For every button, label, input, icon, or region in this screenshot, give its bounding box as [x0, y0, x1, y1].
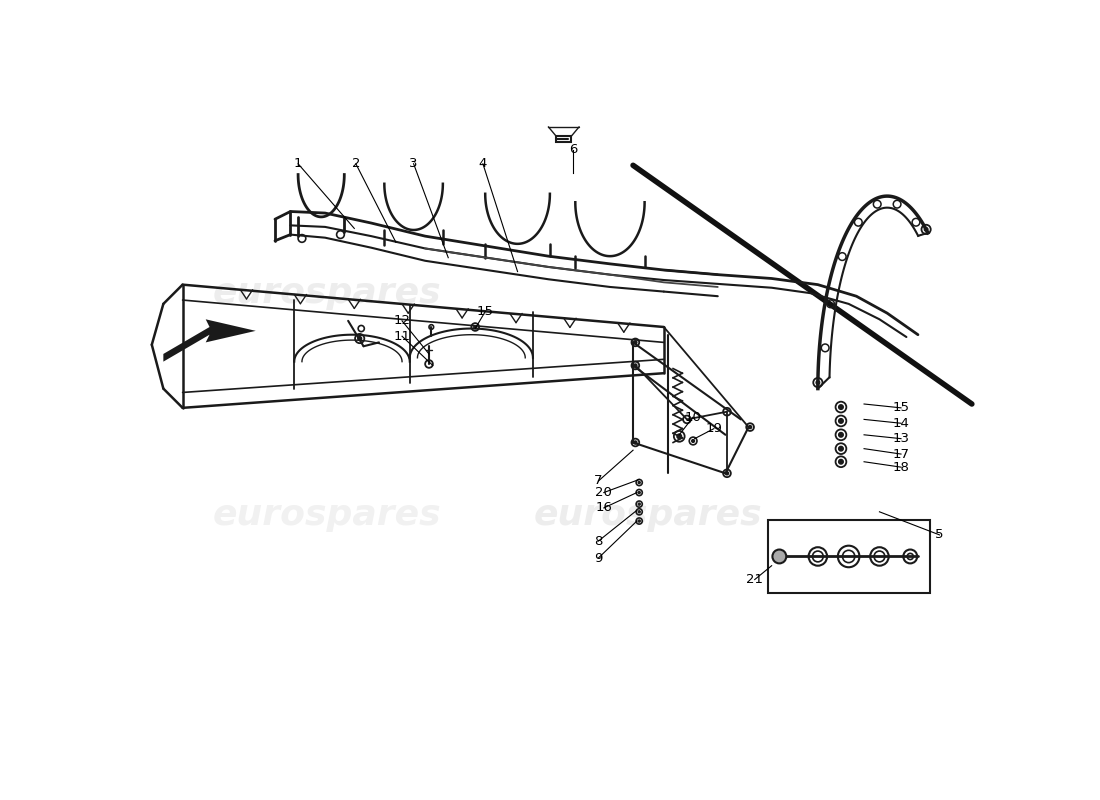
Text: 16: 16	[595, 502, 613, 514]
Text: 9: 9	[594, 551, 603, 565]
Text: 8: 8	[594, 534, 603, 547]
Circle shape	[638, 491, 640, 494]
Text: 12: 12	[394, 314, 410, 327]
Circle shape	[838, 405, 844, 410]
Circle shape	[638, 520, 640, 522]
FancyBboxPatch shape	[768, 519, 930, 593]
Text: 17: 17	[892, 447, 910, 461]
Text: 15: 15	[892, 402, 910, 414]
Text: 13: 13	[892, 432, 910, 445]
Text: 20: 20	[595, 486, 613, 499]
Text: eurospares: eurospares	[535, 498, 762, 532]
Circle shape	[838, 446, 844, 451]
Circle shape	[838, 459, 844, 464]
Circle shape	[638, 503, 640, 506]
Text: eurospares: eurospares	[212, 276, 441, 310]
Text: 4: 4	[478, 158, 487, 170]
Circle shape	[634, 441, 637, 444]
Text: 3: 3	[409, 158, 418, 170]
Circle shape	[358, 337, 362, 341]
Text: 6: 6	[569, 143, 578, 157]
Text: 14: 14	[892, 417, 910, 430]
Circle shape	[838, 418, 844, 423]
Text: 11: 11	[394, 330, 410, 342]
Polygon shape	[163, 319, 255, 362]
Text: 21: 21	[746, 573, 763, 586]
Text: 1: 1	[294, 158, 302, 170]
Circle shape	[772, 550, 786, 563]
Circle shape	[924, 227, 928, 231]
Text: 19: 19	[705, 422, 723, 435]
Circle shape	[676, 434, 682, 438]
Circle shape	[816, 381, 820, 385]
Circle shape	[726, 472, 728, 475]
Text: 7: 7	[594, 474, 603, 487]
Text: 15: 15	[476, 305, 494, 318]
Circle shape	[634, 364, 637, 367]
Text: eurospares: eurospares	[212, 498, 441, 532]
Circle shape	[692, 439, 695, 442]
Circle shape	[634, 341, 637, 344]
Text: 18: 18	[892, 461, 910, 474]
Circle shape	[638, 482, 640, 484]
Circle shape	[638, 510, 640, 513]
Circle shape	[474, 326, 476, 329]
Circle shape	[749, 426, 751, 429]
Text: 10: 10	[684, 410, 702, 423]
Text: 5: 5	[935, 529, 944, 542]
Circle shape	[838, 433, 844, 437]
Text: 2: 2	[352, 158, 360, 170]
